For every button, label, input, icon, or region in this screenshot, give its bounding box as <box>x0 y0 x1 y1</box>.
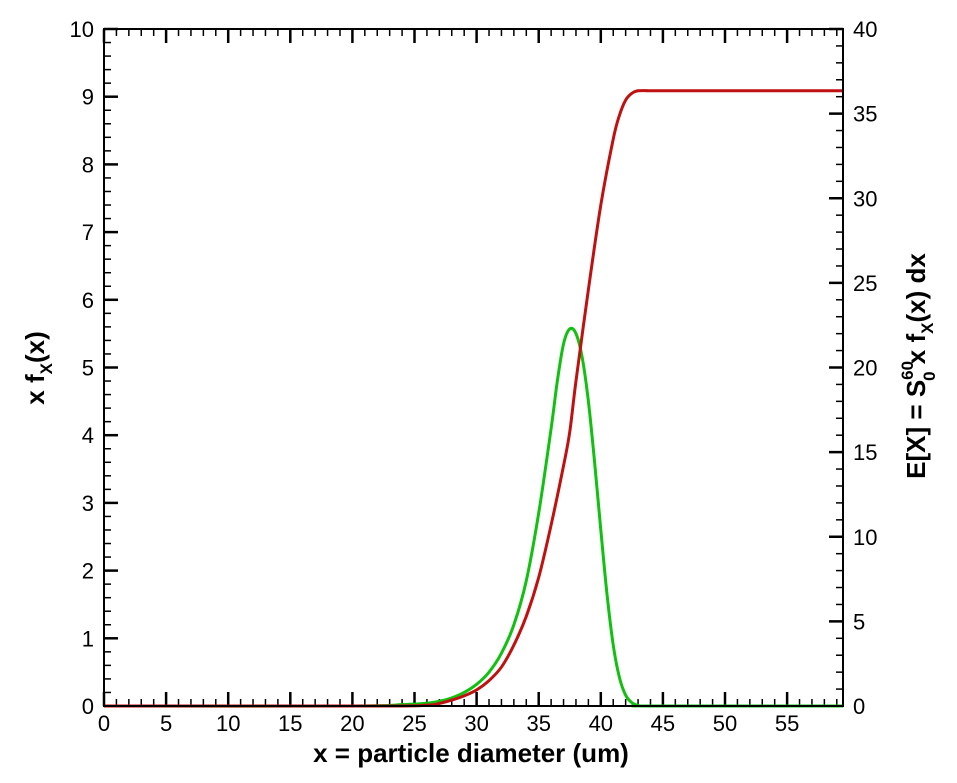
major-tick-group <box>102 27 843 708</box>
y-right-tick-label: 35 <box>853 102 877 127</box>
series-group <box>103 89 844 708</box>
y-left-tick-label: 10 <box>70 17 94 42</box>
y-left-tick-label: 8 <box>82 152 94 177</box>
x-tick-label: 55 <box>775 711 799 736</box>
y-right-axis-title-part3: (x) dx <box>901 253 931 323</box>
y-right-axis-title-sub2: X <box>918 322 937 334</box>
y-right-axis-title-sup: 60 <box>898 361 917 380</box>
y-left-axis-title-tail: (x) <box>20 331 50 363</box>
y-right-axis-title-sub: 0 <box>920 371 939 380</box>
series-line-right-axis <box>103 89 843 708</box>
plot-frame <box>103 28 844 707</box>
x-tick-label: 25 <box>402 711 426 736</box>
y-left-tick-label: 9 <box>82 85 94 110</box>
y-left-tick-label: 2 <box>82 559 94 584</box>
series-line-left-axis <box>103 326 844 708</box>
y-right-tick-label: 5 <box>853 609 865 634</box>
y-left-tick-label: 3 <box>82 491 94 516</box>
y-right-axis-title: E[X] = S60 0 x fX(x) dx <box>898 253 939 479</box>
x-tick-label: 40 <box>589 711 613 736</box>
y-left-axis-title: x fX(x) <box>20 331 56 404</box>
y-left-axis-title-main: x f <box>20 374 50 405</box>
y-right-tick-label: 15 <box>853 440 877 465</box>
y-left-tick-label: 1 <box>82 626 94 651</box>
x-tick-label: 45 <box>651 711 675 736</box>
y-right-tick-label: 30 <box>853 186 877 211</box>
y-right-tick-label: 0 <box>853 694 865 719</box>
y-right-tick-label: 10 <box>853 525 877 550</box>
y-left-axis-title-sub: X <box>37 362 56 374</box>
y-left-tick-label: 5 <box>82 356 94 381</box>
x-tick-label: 20 <box>340 711 364 736</box>
x-tick-label: 35 <box>526 711 550 736</box>
x-tick-label: 30 <box>464 711 488 736</box>
y-right-axis-title-part1: E[X] = S <box>901 380 931 479</box>
y-left-tick-label: 7 <box>82 220 94 245</box>
y-left-tick-label: 4 <box>82 423 94 448</box>
y-right-tick-label: 20 <box>853 356 877 381</box>
y-left-tick-label: 0 <box>82 694 94 719</box>
tick-label-group: 0 5 10 15 20 25 30 35 40 45 50 55012345678910051015… <box>70 17 878 736</box>
x-axis-title: x = particle diameter (um) <box>313 738 629 768</box>
y-left-tick-label: 6 <box>82 288 94 313</box>
x-tick-label: 5 <box>160 711 172 736</box>
y-right-axis-title-part2: x f <box>901 334 931 372</box>
x-tick-label: 10 <box>216 711 240 736</box>
y-right-tick-label: 25 <box>853 271 877 296</box>
minor-tick-group <box>104 29 843 706</box>
y-right-tick-label: 40 <box>853 17 877 42</box>
x-tick-label: 15 <box>278 711 302 736</box>
x-tick-label: 0 <box>98 711 110 736</box>
x-tick-label: 50 <box>713 711 737 736</box>
